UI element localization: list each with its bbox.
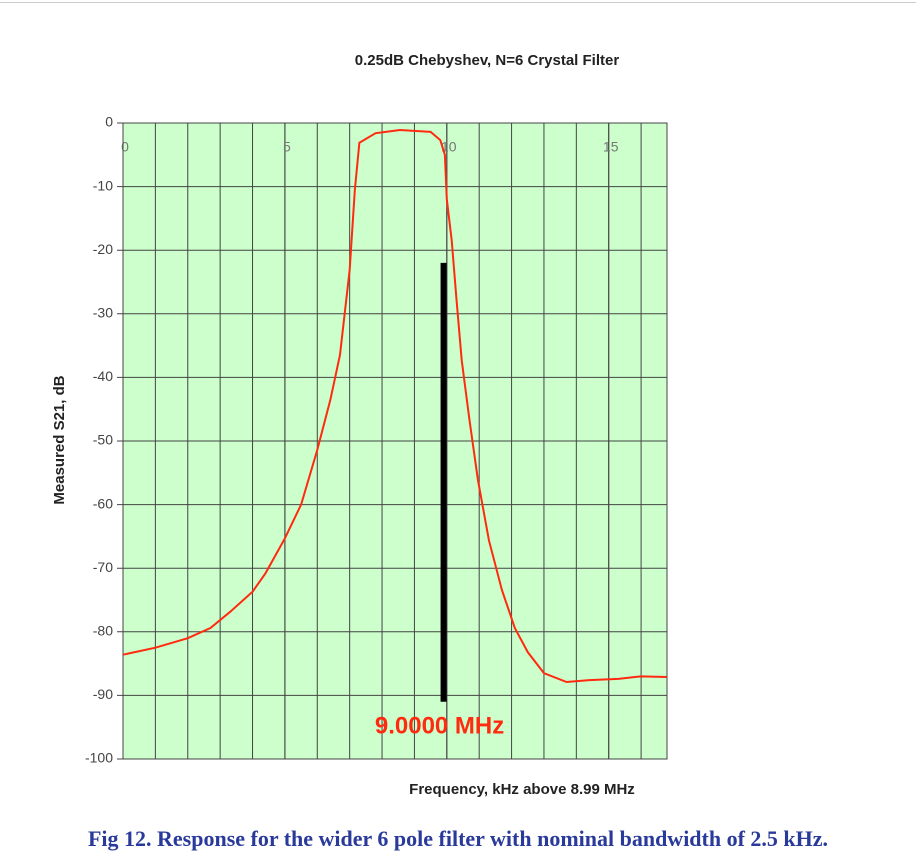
x-tick-label: 0: [121, 139, 129, 155]
caption: Fig 12. Response for the wider 6 pole fi…: [87, 826, 829, 851]
x-axis-label: Frequency, kHz above 8.99 MHz: [409, 781, 635, 798]
y-tick-label: -100: [85, 750, 113, 766]
x-tick-label: 10: [441, 139, 457, 155]
x-tick-label: 5: [283, 139, 291, 155]
y-tick-label: -40: [93, 368, 113, 384]
plot-border: [122, 122, 668, 760]
series-line: [122, 128, 668, 684]
y-tick-label: -10: [93, 177, 113, 193]
top-rule: [0, 2, 916, 3]
y-tick-label: 0: [105, 114, 113, 130]
y-tick-label: -80: [93, 623, 113, 639]
y-tick-label: -20: [93, 241, 113, 257]
y-tick-label: -30: [93, 305, 113, 321]
y-tick-label: -90: [93, 686, 113, 702]
marker-label: 9.0000 MHz: [375, 712, 504, 739]
y-axis-label: Measured S21, dB: [51, 375, 68, 504]
y-tick-label: -60: [93, 495, 113, 511]
y-tick-label: -50: [93, 432, 113, 448]
y-tick-label: -70: [93, 559, 113, 575]
x-tick-label: 15: [603, 139, 619, 155]
chart-title: 0.25dB Chebyshev, N=6 Crystal Filter: [355, 52, 620, 69]
chart: 0.25dB Chebyshev, N=6 Crystal Filter Fre…: [51, 52, 668, 798]
